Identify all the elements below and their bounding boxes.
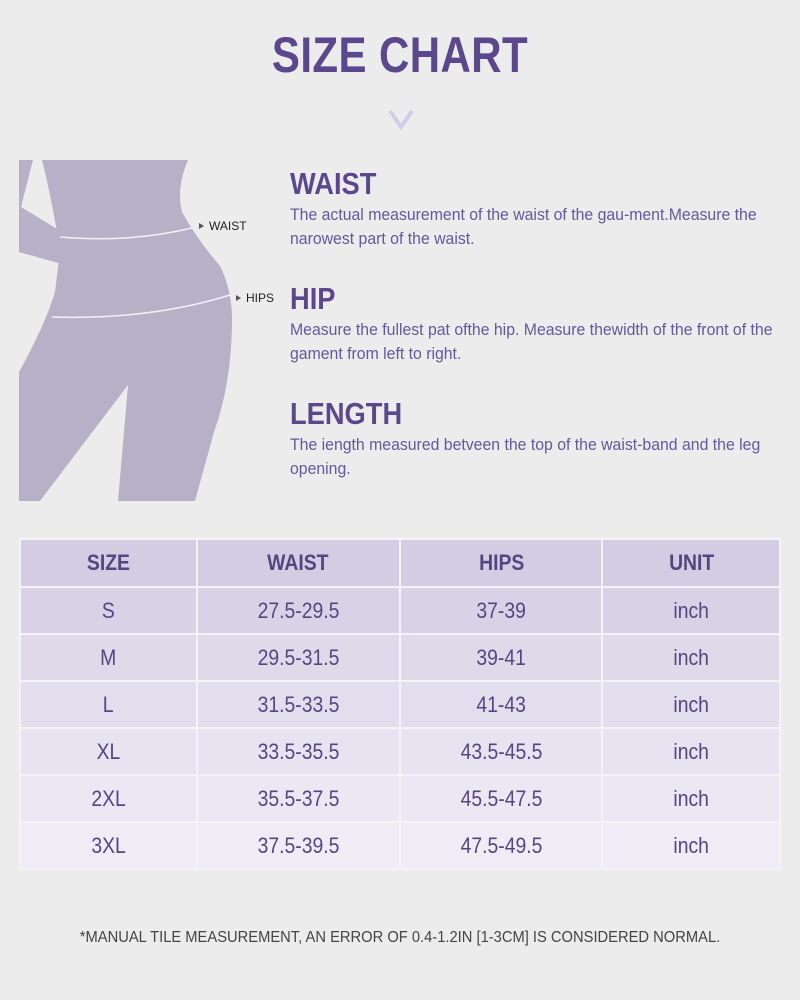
table-cell: 35.5-37.5 [195,774,402,823]
section-heading: WAIST [290,166,377,201]
table-cell: 29.5-31.5 [195,633,402,682]
hip-section: HIP Measure the fullest pat ofthe hip. M… [290,282,780,366]
table-cell: inch [601,774,781,823]
table-cell: 41-43 [399,680,604,729]
hips-label-text: HIPS [246,291,275,305]
table-row: 2XL 35.5-37.5 45.5-47.5 inch [19,774,781,823]
table-row: S 27.5-29.5 37-39 inch [19,586,781,635]
table-cell: inch [601,633,781,682]
table-cell: inch [601,821,781,870]
hips-label: HIPS [236,291,274,305]
table-cell: XL [19,727,198,776]
section-heading: HIP [290,281,336,316]
header-hips: HIPS [399,538,604,588]
footnote: *MANUAL TILE MEASUREMENT, AN ERROR OF 0.… [79,929,721,946]
table-row: M 29.5-31.5 39-41 inch [19,633,781,682]
table-cell: L [19,680,198,729]
page-title: SIZE CHART [271,27,529,83]
pointer-icon [236,295,241,301]
waist-label: WAIST [199,219,247,233]
table-cell: 27.5-29.5 [195,586,402,635]
size-table: SIZE WAIST HIPS UNIT S 27.5-29.5 37-39 inch… [19,538,781,870]
body-silhouette [19,160,233,501]
table-cell: 45.5-47.5 [399,774,604,823]
table-cell: 3XL [19,821,198,870]
table-cell: 37.5-39.5 [195,821,402,870]
table-cell: 39-41 [399,633,604,682]
table-cell: M [19,633,198,682]
table-cell: 31.5-33.5 [195,680,402,729]
table-cell: 2XL [19,774,198,823]
table-cell: S [19,586,198,635]
section-heading: LENGTH [290,396,403,431]
chevron-down-icon [388,109,414,130]
pointer-icon [199,223,204,229]
table-row: L 31.5-33.5 41-43 inch [19,680,781,729]
section-text: Measure the fullest pat ofthe hip. Measu… [290,320,773,363]
table-cell: 33.5-35.5 [195,727,402,776]
length-section: LENGTH The iength measured betveen the t… [290,397,780,481]
header-size: SIZE [19,538,198,588]
table-cell: 47.5-49.5 [399,821,604,870]
table-cell: inch [601,586,781,635]
section-text: The actual measurement of the waist of t… [290,205,757,248]
table-cell: 37-39 [399,586,604,635]
table-header: SIZE WAIST HIPS UNIT [19,538,781,588]
table-cell: 43.5-45.5 [399,727,604,776]
section-text: The iength measured betveen the top of t… [290,435,761,478]
header-waist: WAIST [195,538,402,588]
table-row: XL 33.5-35.5 43.5-45.5 inch [19,727,781,776]
waist-label-text: WAIST [209,219,247,233]
table-row: 3XL 37.5-39.5 47.5-49.5 inch [19,821,781,870]
table-cell: inch [601,727,781,776]
waist-section: WAIST The actual measurement of the wais… [290,167,780,251]
header-unit: UNIT [601,538,781,588]
table-cell: inch [601,680,781,729]
